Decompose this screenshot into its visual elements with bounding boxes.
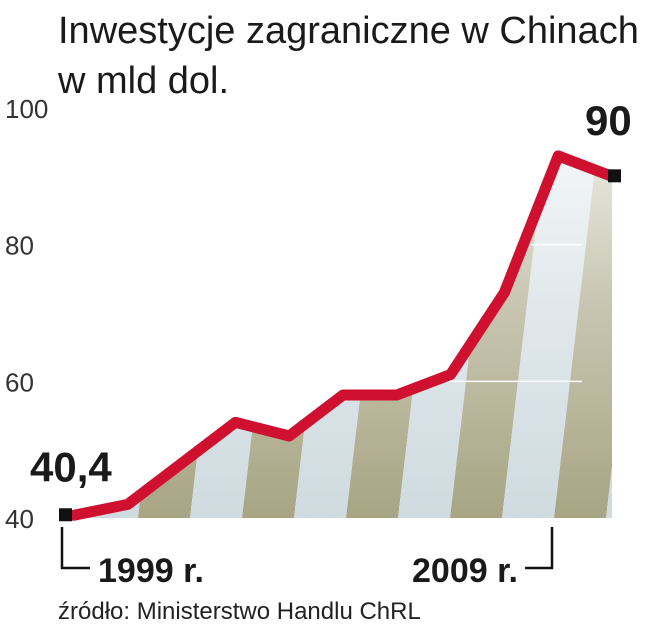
chart-title: Inwestycje zagraniczne w Chinach w mld d…	[58, 6, 639, 106]
y-axis-ticks: 100 80 60 40	[5, 94, 48, 534]
area-fade	[74, 155, 612, 518]
y-tick-label: 60	[5, 367, 34, 397]
last-value-label: 90	[585, 97, 632, 144]
area-fill	[74, 155, 612, 518]
x-label-end: 2009 r.	[412, 552, 518, 590]
y-tick-label: 80	[5, 231, 34, 261]
bracket-right	[525, 527, 554, 570]
bracket-left	[60, 527, 90, 570]
end-marker	[608, 169, 621, 183]
chart-subtitle: w mld dol.	[58, 60, 230, 102]
x-axis-bracket	[60, 527, 554, 570]
series-line	[68, 150, 618, 521]
chart-title-line-1: Inwestycje zagraniczne w Chinach	[58, 10, 639, 52]
data-labels: 40,4 90	[30, 97, 632, 490]
source-note: źródło: Ministerstwo Handlu ChRL	[58, 598, 421, 625]
data-series	[59, 150, 621, 522]
gridlines	[60, 107, 582, 383]
x-axis-labels: 1999 r. 2009 r.	[98, 552, 518, 590]
start-marker	[59, 508, 72, 522]
line-chart: 100 80 60 40 40,4 90 1999 r. 2009 r.	[5, 94, 632, 590]
x-label-start: 1999 r.	[98, 552, 204, 590]
y-tick-label: 40	[5, 504, 34, 534]
y-tick-label: 100	[5, 94, 48, 124]
first-value-label: 40,4	[30, 443, 112, 490]
